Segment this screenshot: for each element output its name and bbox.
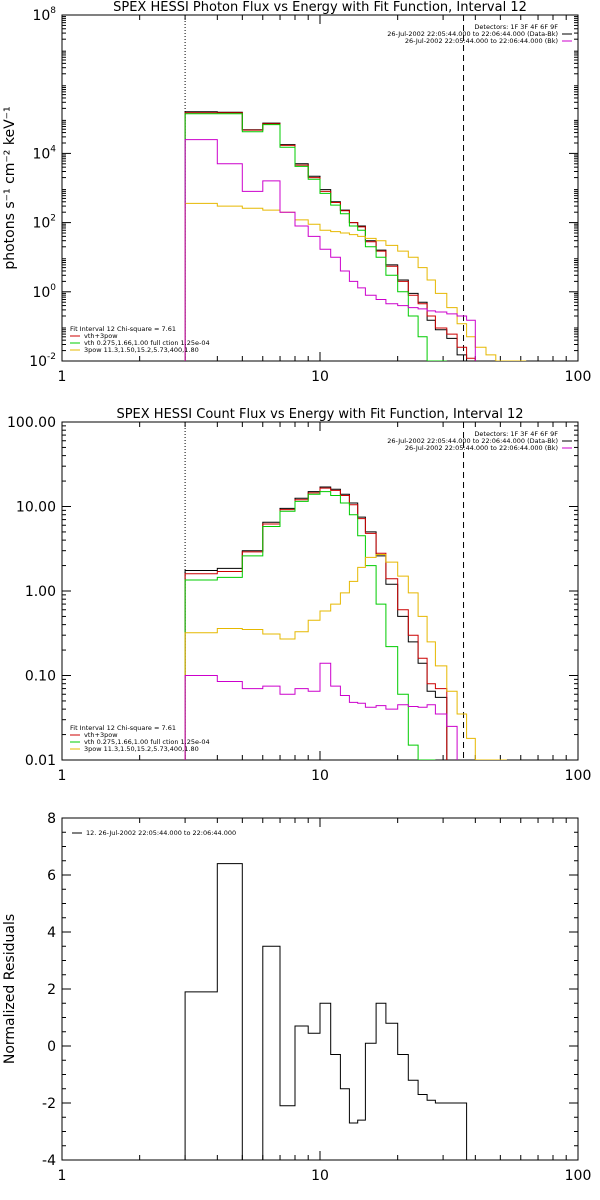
y-axis-label: Normalized Residuals xyxy=(2,914,18,1064)
y-tick-label: 4 xyxy=(47,925,56,941)
x-tick-label: 1 xyxy=(58,768,67,784)
y-axis: 8 6 4 2 0 -2 -4 xyxy=(42,811,578,1169)
legend-bottom-entry: vth 0.275,1.66,1.00 full ction 1.25e-04 xyxy=(84,738,210,746)
y-axis: 100.00 10.00 1.00 0.10 0.01 xyxy=(7,415,578,769)
y-tick-label: 102 xyxy=(32,214,56,232)
series-data-bk xyxy=(184,111,476,361)
legend-bottom-entry: 3pow 11.3,1.50,15.2,5.73,400,1.80 xyxy=(84,745,199,753)
legend-bottom-entry: vth+3pow xyxy=(84,731,118,739)
residuals-panel: 1 10 100 8 6 4 2 0 -2 -4 Normalized Residuals 12. 2… xyxy=(2,811,591,1184)
series-data-bk xyxy=(184,486,448,760)
y-tick-label: 8 xyxy=(47,811,56,827)
plot-frame xyxy=(61,817,579,1161)
x-tick-label: 10 xyxy=(311,1168,329,1184)
series-vth-3pow xyxy=(184,487,448,760)
x-axis: 1 10 100 xyxy=(58,15,592,385)
y-tick-label: 0.01 xyxy=(25,753,56,769)
y-tick-label: 1.00 xyxy=(25,584,56,600)
photon-flux-panel: SPEX HESSI Photon Flux vs Energy with Fi… xyxy=(2,0,591,385)
legend-bottom-entry: vth+3pow xyxy=(84,332,118,340)
y-tick-label: 0.10 xyxy=(25,669,56,685)
y-axis-label: photons s⁻¹ cm⁻² keV⁻¹ xyxy=(2,106,18,269)
legend-bottom-entry: 3pow 11.3,1.50,15.2,5.73,400,1.80 xyxy=(84,346,199,354)
legend-top-entry: 26-Jul-2002 22:05:44.000 to 22:06:44.000… xyxy=(387,437,558,445)
legend-bottom-entry: vth 0.275,1.66,1.00 full ction 1.25e-04 xyxy=(84,339,210,347)
x-tick-label: 100 xyxy=(565,1168,592,1184)
x-axis: 1 10 100 xyxy=(58,818,592,1184)
fit-chi-square-text: Fit Interval 12 Chi-square = 7.61 xyxy=(70,724,176,732)
chart-title: SPEX HESSI Photon Flux vs Energy with Fi… xyxy=(113,0,527,15)
series-group xyxy=(184,111,527,361)
legend-top-entry: Detectors: 1F 3F 4F 6F 9F xyxy=(474,23,558,31)
y-tick-label: 6 xyxy=(47,868,56,884)
legend-top-entry: Detectors: 1F 3F 4F 6F 9F xyxy=(474,430,558,438)
x-tick-label: 1 xyxy=(58,1168,67,1184)
series-vth xyxy=(184,113,447,361)
x-tick-label: 1 xyxy=(58,369,67,385)
legend-residual: 12. 26-Jul-2002 22:05:44.000 to 22:06:44… xyxy=(72,829,236,837)
count-flux-panel: SPEX HESSI Count Flux vs Energy with Fit… xyxy=(7,407,591,784)
series-3pow xyxy=(184,554,507,760)
legend-top-entry: 26-Jul-2002 22:05:44.000 to 22:06:44.000… xyxy=(387,30,558,38)
x-axis: 1 10 100 xyxy=(58,422,592,784)
series-12-26-jul-2002-22-05-44-000-to-22-06-44-000 xyxy=(184,863,468,1160)
y-tick-label: -4 xyxy=(42,1153,56,1169)
series-bk xyxy=(184,662,458,760)
x-tick-label: 100 xyxy=(565,369,592,385)
x-tick-label: 100 xyxy=(565,768,592,784)
legend-bottom: Fit Interval 12 Chi-square = 7.61vth+3po… xyxy=(70,724,210,753)
y-tick-label: 100.00 xyxy=(7,415,56,431)
legend-top-entry: 26-Jul-2002 22:05:44.000 to 22:06:44.000… xyxy=(405,444,558,452)
x-tick-label: 10 xyxy=(311,768,329,784)
series-vth-3pow xyxy=(184,112,476,361)
y-tick-label: 10-2 xyxy=(29,352,56,370)
y-tick-label: 10.00 xyxy=(16,500,56,516)
legend-residual-entry: 12. 26-Jul-2002 22:05:44.000 to 22:06:44… xyxy=(86,829,236,837)
series-bk xyxy=(184,139,476,361)
y-tick-label: 2 xyxy=(47,982,56,998)
legend-bottom: Fit Interval 12 Chi-square = 7.61vth+3po… xyxy=(70,325,210,354)
series-group xyxy=(184,863,468,1160)
y-tick-label: 0 xyxy=(47,1039,56,1055)
legend-top-entry: 26-Jul-2002 22:05:44.000 to 22:06:44.000… xyxy=(405,37,558,45)
y-tick-label: 108 xyxy=(32,6,56,24)
x-tick-label: 10 xyxy=(311,369,329,385)
plot-frame xyxy=(61,421,579,761)
y-tick-label: 104 xyxy=(32,144,56,162)
chart-title: SPEX HESSI Count Flux vs Energy with Fit… xyxy=(116,407,523,422)
fit-chi-square-text: Fit Interval 12 Chi-square = 7.61 xyxy=(70,325,176,333)
series-group xyxy=(184,486,507,760)
series-vth xyxy=(184,491,436,760)
y-tick-label: -2 xyxy=(42,1096,56,1112)
y-tick-label: 100 xyxy=(32,283,56,301)
y-axis: 108 104 102 100 10-2 xyxy=(29,6,578,370)
